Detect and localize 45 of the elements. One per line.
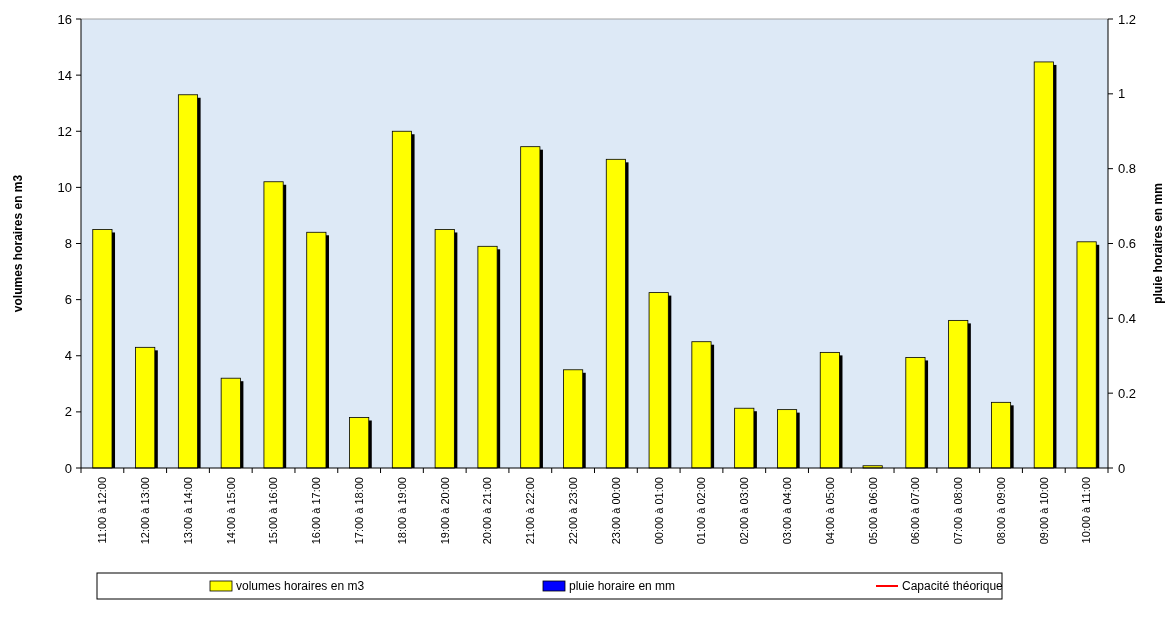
x-tick-label: 23:00 à 00:00 (609, 477, 622, 545)
x-tick-label: 21:00 à 22:00 (524, 477, 537, 545)
y2-tick-label: 1.2 (1118, 11, 1137, 27)
x-tick-label: 04:00 à 05:00 (823, 477, 836, 545)
x-tick-label: 16:00 à 17:00 (310, 477, 323, 545)
x-tick-label: 14:00 à 15:00 (224, 477, 237, 545)
x-tick-label: 15:00 à 16:00 (267, 477, 280, 545)
x-tick-label: 08:00 à 09:00 (994, 477, 1007, 545)
y-tick-label: 2 (64, 404, 72, 420)
legend-label: volumes horaires en m3 (236, 579, 365, 594)
legend-label: Capacité théorique (902, 579, 1004, 594)
y-tick-label: 4 (64, 348, 72, 364)
x-tick-label: 19:00 à 20:00 (438, 477, 451, 545)
y2-tick-label: 0 (1118, 460, 1126, 476)
y-tick-label: 8 (64, 236, 72, 252)
x-tick-label: 07:00 à 08:00 (952, 477, 965, 545)
x-tick-label: 01:00 à 02:00 (695, 477, 708, 545)
y-axis-title: volumes horaires en m3 (11, 174, 25, 313)
x-tick-label: 20:00 à 21:00 (481, 477, 494, 545)
x-tick-label: 00:00 à 01:00 (652, 477, 665, 545)
y2-tick-label: 0.6 (1118, 236, 1137, 252)
x-tick-label: 17:00 à 18:00 (353, 477, 365, 545)
x-tick-label: 02:00 à 03:00 (738, 477, 751, 545)
x-tick-label: 10:00 à 11:00 (1080, 477, 1093, 544)
y-tick-label: 12 (57, 123, 72, 139)
y-tick-label: 0 (64, 460, 72, 476)
y2-tick-label: 0.8 (1118, 161, 1137, 177)
legend-label: pluie horaire en mm (569, 579, 676, 594)
x-tick-label: 13:00 à 14:00 (181, 477, 194, 545)
x-tick-label: 18:00 à 19:00 (395, 477, 408, 545)
x-tick-label: 06:00 à 07:00 (909, 477, 922, 545)
y-tick-label: 16 (57, 11, 72, 27)
y2-axis-title: pluie horaires en mm (1151, 183, 1165, 304)
y2-tick-label: 0.2 (1118, 385, 1137, 401)
x-tick-label: 12:00 à 13:00 (139, 477, 152, 545)
y-tick-label: 14 (57, 67, 72, 83)
x-tick-label: 22:00 à 23:00 (566, 477, 579, 545)
y2-tick-label: 0.4 (1118, 310, 1137, 326)
y2-tick-label: 1 (1118, 86, 1126, 102)
x-tick-label: 11:00 à 12:00 (96, 477, 109, 544)
y-tick-label: 10 (57, 179, 72, 195)
x-tick-label: 09:00 à 10:00 (1037, 477, 1050, 545)
x-tick-label: 03:00 à 04:00 (780, 477, 793, 545)
y-tick-label: 6 (64, 292, 72, 308)
x-tick-label: 05:00 à 06:00 (866, 477, 879, 545)
